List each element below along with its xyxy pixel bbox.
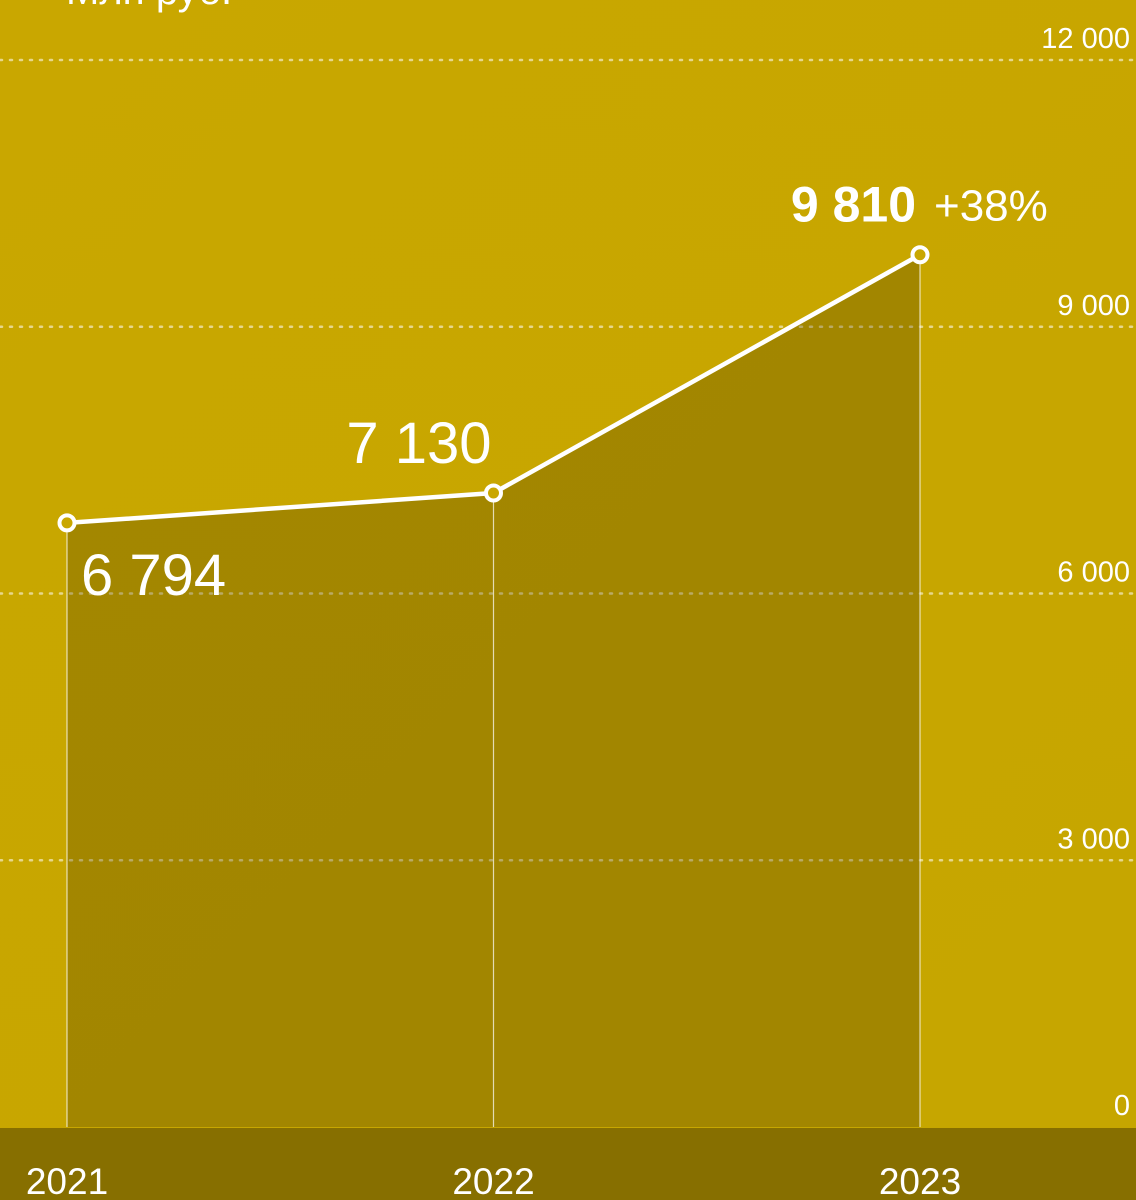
x-tick-label: 2021 (26, 1161, 108, 1200)
x-tick-label: 2022 (452, 1161, 534, 1200)
point (57, 513, 77, 533)
y-tick-label: 3 000 (1057, 823, 1130, 855)
value-label: 6 794 (81, 543, 226, 608)
x-tick-label: 2023 (879, 1161, 961, 1200)
y-tick-label: 6 000 (1057, 557, 1130, 589)
annotation: +38% (934, 182, 1048, 231)
value-label: 7 130 (346, 411, 491, 476)
grid (0, 58, 1136, 862)
y-tick-label: 12 000 (1041, 23, 1130, 55)
subtitle: Млн руб. (66, 0, 232, 13)
x-axis-band (0, 1128, 1136, 1200)
y-tick-label: 0 (1114, 1090, 1130, 1122)
y-tick-label: 9 000 (1057, 290, 1130, 322)
labels: 0 3 000 6 000 9 000 12 000 6 794 7 130 9 810 +38… (26, 23, 1130, 1200)
point (484, 483, 503, 503)
plot (57, 245, 930, 1128)
point (910, 245, 930, 265)
value-label: 9 810 (791, 177, 916, 233)
